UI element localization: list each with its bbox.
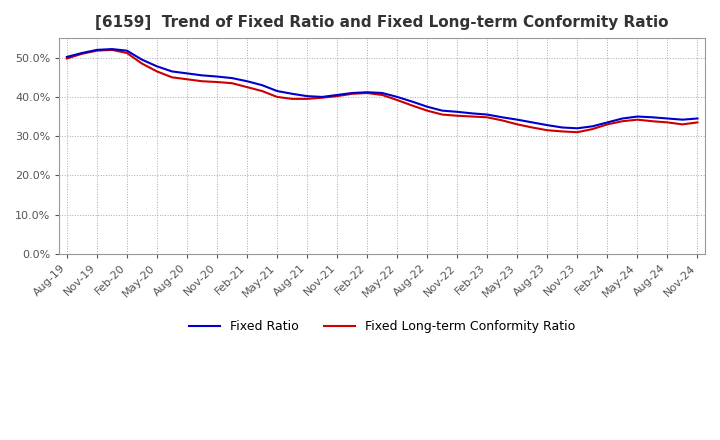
Fixed Long-term Conformity Ratio (513, 122, 522, 127)
Fixed Long-term Conformity Ratio (333, 93, 341, 99)
Fixed Long-term Conformity Ratio (168, 75, 176, 80)
Fixed Ratio (558, 125, 567, 130)
Fixed Ratio (603, 120, 612, 125)
Fixed Long-term Conformity Ratio (348, 91, 356, 96)
Fixed Ratio (483, 112, 492, 117)
Fixed Ratio (348, 90, 356, 95)
Fixed Long-term Conformity Ratio (183, 77, 192, 82)
Fixed Long-term Conformity Ratio (153, 69, 161, 74)
Fixed Ratio (453, 109, 462, 114)
Fixed Ratio (438, 108, 446, 113)
Fixed Ratio (107, 47, 116, 52)
Fixed Ratio (678, 117, 687, 122)
Legend: Fixed Ratio, Fixed Long-term Conformity Ratio: Fixed Ratio, Fixed Long-term Conformity … (184, 315, 580, 338)
Fixed Long-term Conformity Ratio (288, 96, 297, 102)
Fixed Ratio (363, 90, 372, 95)
Fixed Long-term Conformity Ratio (122, 50, 131, 55)
Fixed Ratio (63, 54, 71, 59)
Fixed Ratio (258, 83, 266, 88)
Fixed Long-term Conformity Ratio (273, 94, 282, 99)
Fixed Ratio (633, 114, 642, 119)
Fixed Ratio (513, 117, 522, 122)
Fixed Long-term Conformity Ratio (603, 122, 612, 127)
Fixed Long-term Conformity Ratio (663, 120, 672, 125)
Fixed Ratio (138, 57, 146, 62)
Fixed Long-term Conformity Ratio (528, 125, 536, 130)
Fixed Ratio (393, 94, 402, 99)
Fixed Ratio (93, 47, 102, 52)
Fixed Long-term Conformity Ratio (498, 118, 507, 123)
Fixed Long-term Conformity Ratio (483, 115, 492, 120)
Fixed Ratio (663, 116, 672, 121)
Fixed Long-term Conformity Ratio (468, 114, 477, 119)
Fixed Long-term Conformity Ratio (453, 113, 462, 118)
Line: Fixed Ratio: Fixed Ratio (67, 49, 698, 128)
Fixed Ratio (498, 115, 507, 120)
Fixed Long-term Conformity Ratio (693, 120, 702, 125)
Fixed Long-term Conformity Ratio (363, 90, 372, 95)
Title: [6159]  Trend of Fixed Ratio and Fixed Long-term Conformity Ratio: [6159] Trend of Fixed Ratio and Fixed Lo… (96, 15, 669, 30)
Fixed Ratio (693, 116, 702, 121)
Fixed Ratio (198, 73, 207, 78)
Fixed Long-term Conformity Ratio (228, 81, 236, 86)
Fixed Ratio (183, 71, 192, 76)
Fixed Long-term Conformity Ratio (678, 122, 687, 127)
Fixed Long-term Conformity Ratio (393, 97, 402, 103)
Fixed Ratio (153, 64, 161, 69)
Fixed Long-term Conformity Ratio (588, 126, 597, 132)
Fixed Long-term Conformity Ratio (423, 108, 431, 113)
Fixed Long-term Conformity Ratio (258, 88, 266, 94)
Fixed Ratio (528, 120, 536, 125)
Fixed Long-term Conformity Ratio (573, 129, 582, 135)
Fixed Long-term Conformity Ratio (633, 117, 642, 122)
Fixed Long-term Conformity Ratio (543, 128, 552, 133)
Fixed Ratio (588, 124, 597, 129)
Fixed Long-term Conformity Ratio (78, 51, 86, 56)
Fixed Ratio (333, 92, 341, 98)
Fixed Ratio (212, 74, 221, 79)
Fixed Long-term Conformity Ratio (438, 112, 446, 117)
Fixed Long-term Conformity Ratio (107, 47, 116, 52)
Fixed Long-term Conformity Ratio (212, 79, 221, 84)
Fixed Ratio (468, 111, 477, 116)
Fixed Ratio (168, 69, 176, 74)
Fixed Ratio (228, 76, 236, 81)
Fixed Long-term Conformity Ratio (63, 56, 71, 61)
Fixed Long-term Conformity Ratio (558, 129, 567, 134)
Fixed Ratio (288, 91, 297, 96)
Fixed Ratio (408, 99, 417, 104)
Fixed Long-term Conformity Ratio (408, 103, 417, 108)
Fixed Ratio (318, 94, 326, 99)
Fixed Ratio (303, 93, 312, 99)
Fixed Ratio (423, 104, 431, 110)
Fixed Ratio (122, 48, 131, 53)
Fixed Long-term Conformity Ratio (243, 84, 251, 90)
Fixed Long-term Conformity Ratio (303, 96, 312, 102)
Fixed Ratio (273, 88, 282, 94)
Fixed Long-term Conformity Ratio (648, 119, 657, 124)
Fixed Ratio (378, 90, 387, 95)
Fixed Long-term Conformity Ratio (378, 92, 387, 98)
Fixed Long-term Conformity Ratio (93, 48, 102, 53)
Fixed Ratio (243, 79, 251, 84)
Fixed Ratio (573, 126, 582, 131)
Line: Fixed Long-term Conformity Ratio: Fixed Long-term Conformity Ratio (67, 50, 698, 132)
Fixed Long-term Conformity Ratio (618, 119, 626, 124)
Fixed Long-term Conformity Ratio (198, 79, 207, 84)
Fixed Ratio (618, 116, 626, 121)
Fixed Long-term Conformity Ratio (318, 95, 326, 100)
Fixed Ratio (78, 50, 86, 55)
Fixed Long-term Conformity Ratio (138, 61, 146, 66)
Fixed Ratio (648, 115, 657, 120)
Fixed Ratio (543, 122, 552, 128)
